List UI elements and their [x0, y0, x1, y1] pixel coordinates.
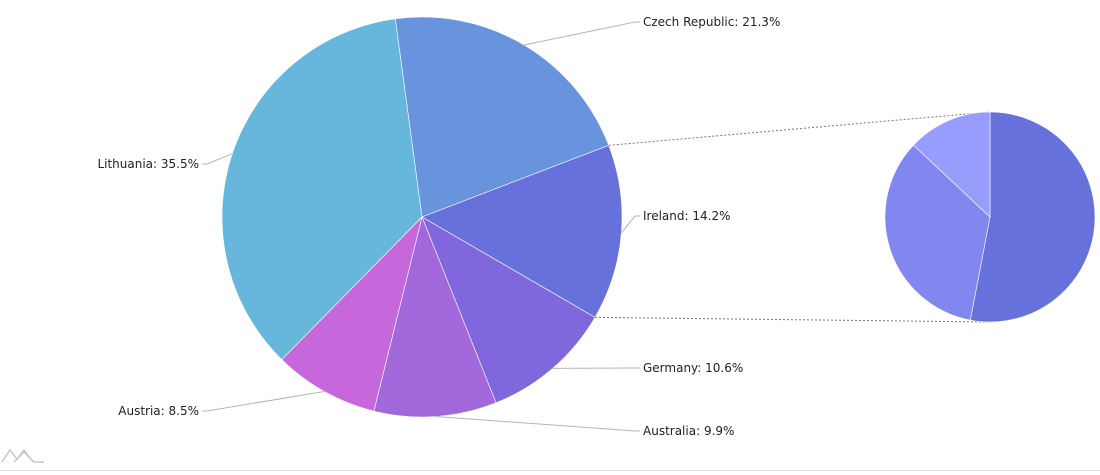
slice-label-czech-republic: Czech Republic: 21.3% — [643, 15, 780, 29]
chart-brand-icon — [2, 450, 44, 462]
leader-line-lithuania — [202, 154, 232, 164]
main-pie — [222, 17, 622, 417]
leader-line-austria — [202, 392, 324, 412]
slice-label-germany: Germany: 10.6% — [643, 361, 743, 375]
slice-label-ireland: Ireland: 14.2% — [643, 209, 730, 223]
breakdown-pie — [885, 112, 1095, 322]
leader-line-australia — [436, 417, 640, 432]
slice-label-austria: Austria: 8.5% — [118, 404, 199, 418]
connector-line-bottom — [595, 317, 990, 322]
leader-line-ireland — [621, 216, 640, 233]
slice-label-lithuania: Lithuania: 35.5% — [97, 157, 199, 171]
slice-label-australia: Australia: 9.9% — [643, 424, 734, 438]
leader-line-czech-republic — [524, 22, 640, 45]
